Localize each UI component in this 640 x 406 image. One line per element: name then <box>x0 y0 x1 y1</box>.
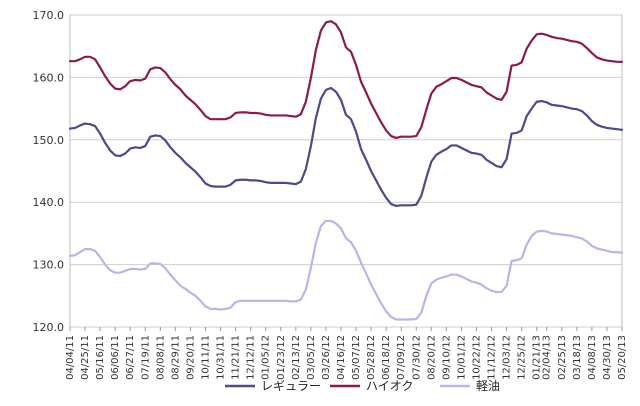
x-axis: 04/04/11 04/25/11 05/16/11 06/06/11 06/27/11… <box>65 327 628 380</box>
x-tick-label: 06/27/11 <box>125 335 136 380</box>
y-tick-label: 150.0 <box>33 134 65 147</box>
x-tick-label: 12/12/11 <box>246 335 257 380</box>
x-tick-label: 01/23/12 <box>276 335 287 380</box>
series-line-0 <box>68 86 624 208</box>
y-tick-label: 160.0 <box>33 71 65 84</box>
y-tick-label: 140.0 <box>33 196 65 209</box>
x-tick-label: 10/31/11 <box>216 335 227 380</box>
y-tick-label: 130.0 <box>33 259 65 272</box>
x-tick-label: 07/19/11 <box>140 335 151 380</box>
x-tick-label: 11/21/11 <box>231 335 242 380</box>
x-tick-label: 09/20/11 <box>185 335 196 380</box>
x-tick-label: 12/03/12 <box>502 335 513 380</box>
x-tick-label: 04/08/13 <box>587 335 598 380</box>
x-tick-label: 04/30/13 <box>602 335 613 380</box>
x-tick-label: 01/21/13 <box>532 335 543 380</box>
plot-frame <box>69 14 623 328</box>
series-line-2 <box>68 219 624 321</box>
x-tick-label: 08/08/11 <box>155 335 166 380</box>
series-lines <box>68 20 624 321</box>
legend-label-1: ハイオク <box>366 379 414 393</box>
legend-label-0: レギュラー <box>261 379 321 393</box>
y-tick-label: 170.0 <box>33 9 65 22</box>
x-tick-label: 12/25/12 <box>517 335 528 380</box>
x-tick-label: 03/18/13 <box>572 335 583 380</box>
legend: レギュラー ハイオク 軽油 <box>225 379 500 393</box>
y-tick-label: 120.0 <box>33 321 65 334</box>
x-tick-label: 08/29/11 <box>170 335 181 380</box>
y-axis: 120.0 130.0 140.0 150.0 160.0 170.0 <box>33 9 65 334</box>
x-tick-label: 04/04/11 <box>65 335 76 380</box>
x-tick-label: 04/25/11 <box>80 335 91 380</box>
x-tick-label: 03/26/12 <box>321 335 332 380</box>
x-tick-label: 05/20/13 <box>617 335 628 380</box>
x-tick-label: 10/01/12 <box>456 335 467 380</box>
x-tick-label: 07/30/12 <box>411 335 422 380</box>
x-tick-label: 04/16/12 <box>336 335 347 380</box>
x-tick-label: 07/09/12 <box>396 335 407 380</box>
x-tick-label: 09/10/12 <box>441 335 452 380</box>
x-tick-label: 05/16/11 <box>95 335 106 380</box>
x-tick-label: 05/07/12 <box>351 335 362 380</box>
x-tick-label: 02/25/13 <box>557 335 568 380</box>
x-tick-label: 10/22/12 <box>471 335 482 380</box>
x-tick-label: 11/12/12 <box>487 335 498 380</box>
series-line-1 <box>68 20 624 140</box>
x-tick-label: 05/28/12 <box>366 335 377 380</box>
legend-label-2: 軽油 <box>476 379 500 393</box>
x-tick-label: 02/04/13 <box>542 335 553 380</box>
x-tick-label: 08/20/12 <box>426 335 437 380</box>
grid <box>69 14 623 328</box>
x-tick-label: 01/05/12 <box>261 335 272 380</box>
x-tick-label: 03/05/12 <box>306 335 317 380</box>
x-tick-label: 06/18/12 <box>381 335 392 380</box>
x-tick-label: 10/11/11 <box>200 335 211 380</box>
x-tick-label: 02/13/12 <box>291 335 302 380</box>
x-tick-label: 06/06/11 <box>110 335 121 380</box>
